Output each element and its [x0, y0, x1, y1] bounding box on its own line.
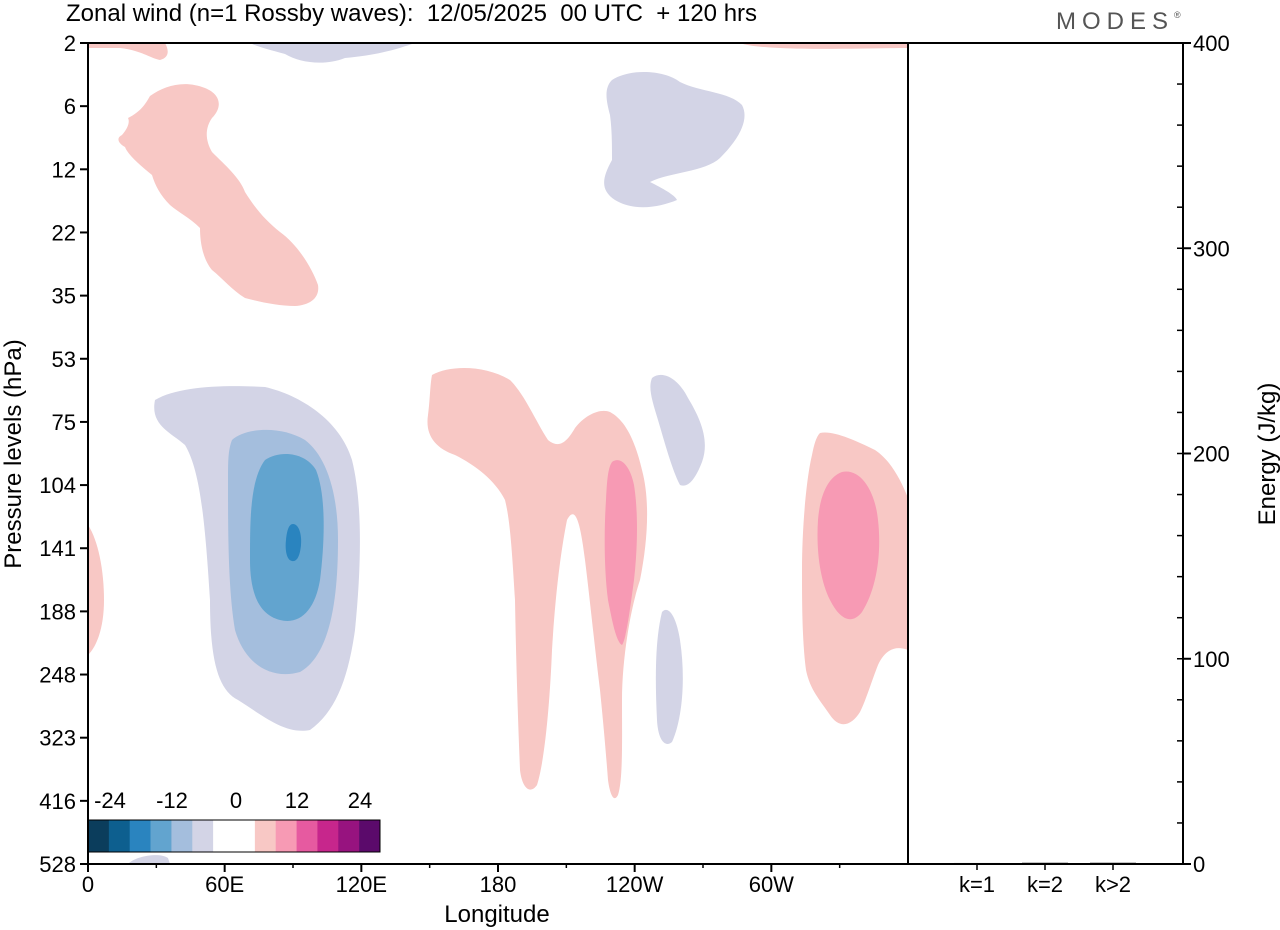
brand-registered-mark: ®	[1174, 10, 1181, 20]
colorbar: -24 -12 0 12 24	[87, 788, 381, 853]
pressure-tick-label: 22	[52, 220, 76, 245]
contour-positive-upper-stratosphere	[118, 84, 319, 306]
chart-title: Zonal wind (n=1 Rossby waves): 12/05/202…	[66, 0, 758, 27]
energy-bar	[1090, 862, 1136, 864]
pressure-tick-label: 104	[39, 473, 76, 498]
energy-tick-label: 200	[1193, 442, 1230, 467]
energy-bar	[1022, 862, 1068, 864]
contour-negative-low-east	[655, 609, 683, 744]
longitude-tick-label: 60W	[749, 872, 794, 897]
colorbar-cell	[359, 820, 381, 852]
pressure-tick-label: 75	[52, 410, 76, 435]
contour-positive-dateline	[427, 368, 648, 799]
energy-category-label: k>2	[1095, 872, 1131, 897]
colorbar-cell	[213, 820, 235, 852]
contour-negative-bottom-strip	[128, 855, 170, 864]
longitude-axis: 0 60E 120E 180 120W 60W	[82, 864, 841, 897]
colorbar-tick-label: -24	[94, 788, 126, 813]
energy-category-label: k=2	[1027, 872, 1063, 897]
pressure-tick-label: 188	[39, 599, 76, 624]
contour-positive-upper-west	[88, 43, 168, 60]
energy-frame	[907, 42, 1184, 865]
colorbar-cell	[317, 820, 339, 852]
colorbar-cell	[234, 820, 256, 852]
colorbar-cells	[88, 820, 381, 852]
energy-tick-label: 300	[1193, 236, 1230, 261]
pressure-tick-label: 53	[52, 347, 76, 372]
colorbar-cell	[296, 820, 318, 852]
colorbar-cell	[192, 820, 214, 852]
colorbar-tick-label: 0	[230, 788, 242, 813]
energy-tick-label: 0	[1193, 852, 1205, 877]
pressure-tick-label: 248	[39, 663, 76, 688]
pressure-tick-label: 528	[39, 852, 76, 877]
energy-axis: 0 100 200 300 400	[1177, 31, 1230, 877]
longitude-tick-label: 60E	[205, 872, 244, 897]
longitude-tick-label: 180	[480, 872, 517, 897]
y-axis-title: Pressure levels (hPa)	[0, 339, 27, 568]
contour-negative-mid-east	[650, 374, 705, 486]
contour-positive-dateline-core	[604, 460, 637, 645]
longitude-tick-label: 0	[82, 872, 94, 897]
colorbar-cell	[254, 820, 277, 852]
energy-tick-label: 400	[1193, 31, 1230, 56]
colorbar-cell	[275, 820, 297, 852]
brand-logo: MODES®	[1056, 8, 1181, 36]
colorbar-cell	[150, 820, 172, 852]
colorbar-tick-label: -12	[156, 788, 188, 813]
colorbar-cell	[171, 820, 193, 852]
brand-text: MODES	[1056, 8, 1175, 35]
colorbar-cell	[338, 820, 360, 852]
pressure-tick-label: 12	[52, 157, 76, 182]
longitude-tick-label: 120W	[606, 872, 664, 897]
colorbar-cell	[129, 820, 151, 852]
energy-bar	[954, 862, 1000, 865]
pressure-tick-label: 416	[39, 789, 76, 814]
pressure-tick-label: 35	[52, 284, 76, 309]
pressure-tick-label: 323	[39, 726, 76, 751]
contour-negative-upper-east	[604, 71, 745, 208]
contour-negative-top-strip	[250, 43, 415, 63]
energy-bars	[954, 862, 1136, 865]
colorbar-tick-label: 12	[285, 788, 309, 813]
contour-field	[88, 43, 908, 864]
pressure-axis: 2 6 12 22 35 53 75 104 141 188 248 323 416 528	[39, 31, 88, 877]
energy-tick-label: 100	[1193, 647, 1230, 672]
pressure-tick-label: 2	[64, 31, 76, 56]
pressure-tick-label: 6	[64, 94, 76, 119]
contour-positive-top-east	[740, 43, 908, 49]
energy-axis-title: Energy (J/kg)	[1254, 383, 1280, 526]
energy-category-axis: k=1 k=2 k>2	[959, 864, 1131, 897]
energy-category-label: k=1	[959, 872, 995, 897]
colorbar-cell	[108, 820, 131, 852]
contour-positive-western-hemisphere-core	[817, 471, 880, 620]
x-axis-title: Longitude	[444, 901, 549, 928]
pressure-tick-label: 141	[39, 536, 76, 561]
colorbar-tick-label: 24	[348, 788, 372, 813]
contour-positive-prime-meridian	[88, 525, 104, 655]
contour-negative-large-core	[285, 524, 302, 562]
longitude-tick-label: 120E	[336, 872, 387, 897]
colorbar-cell	[88, 820, 110, 852]
